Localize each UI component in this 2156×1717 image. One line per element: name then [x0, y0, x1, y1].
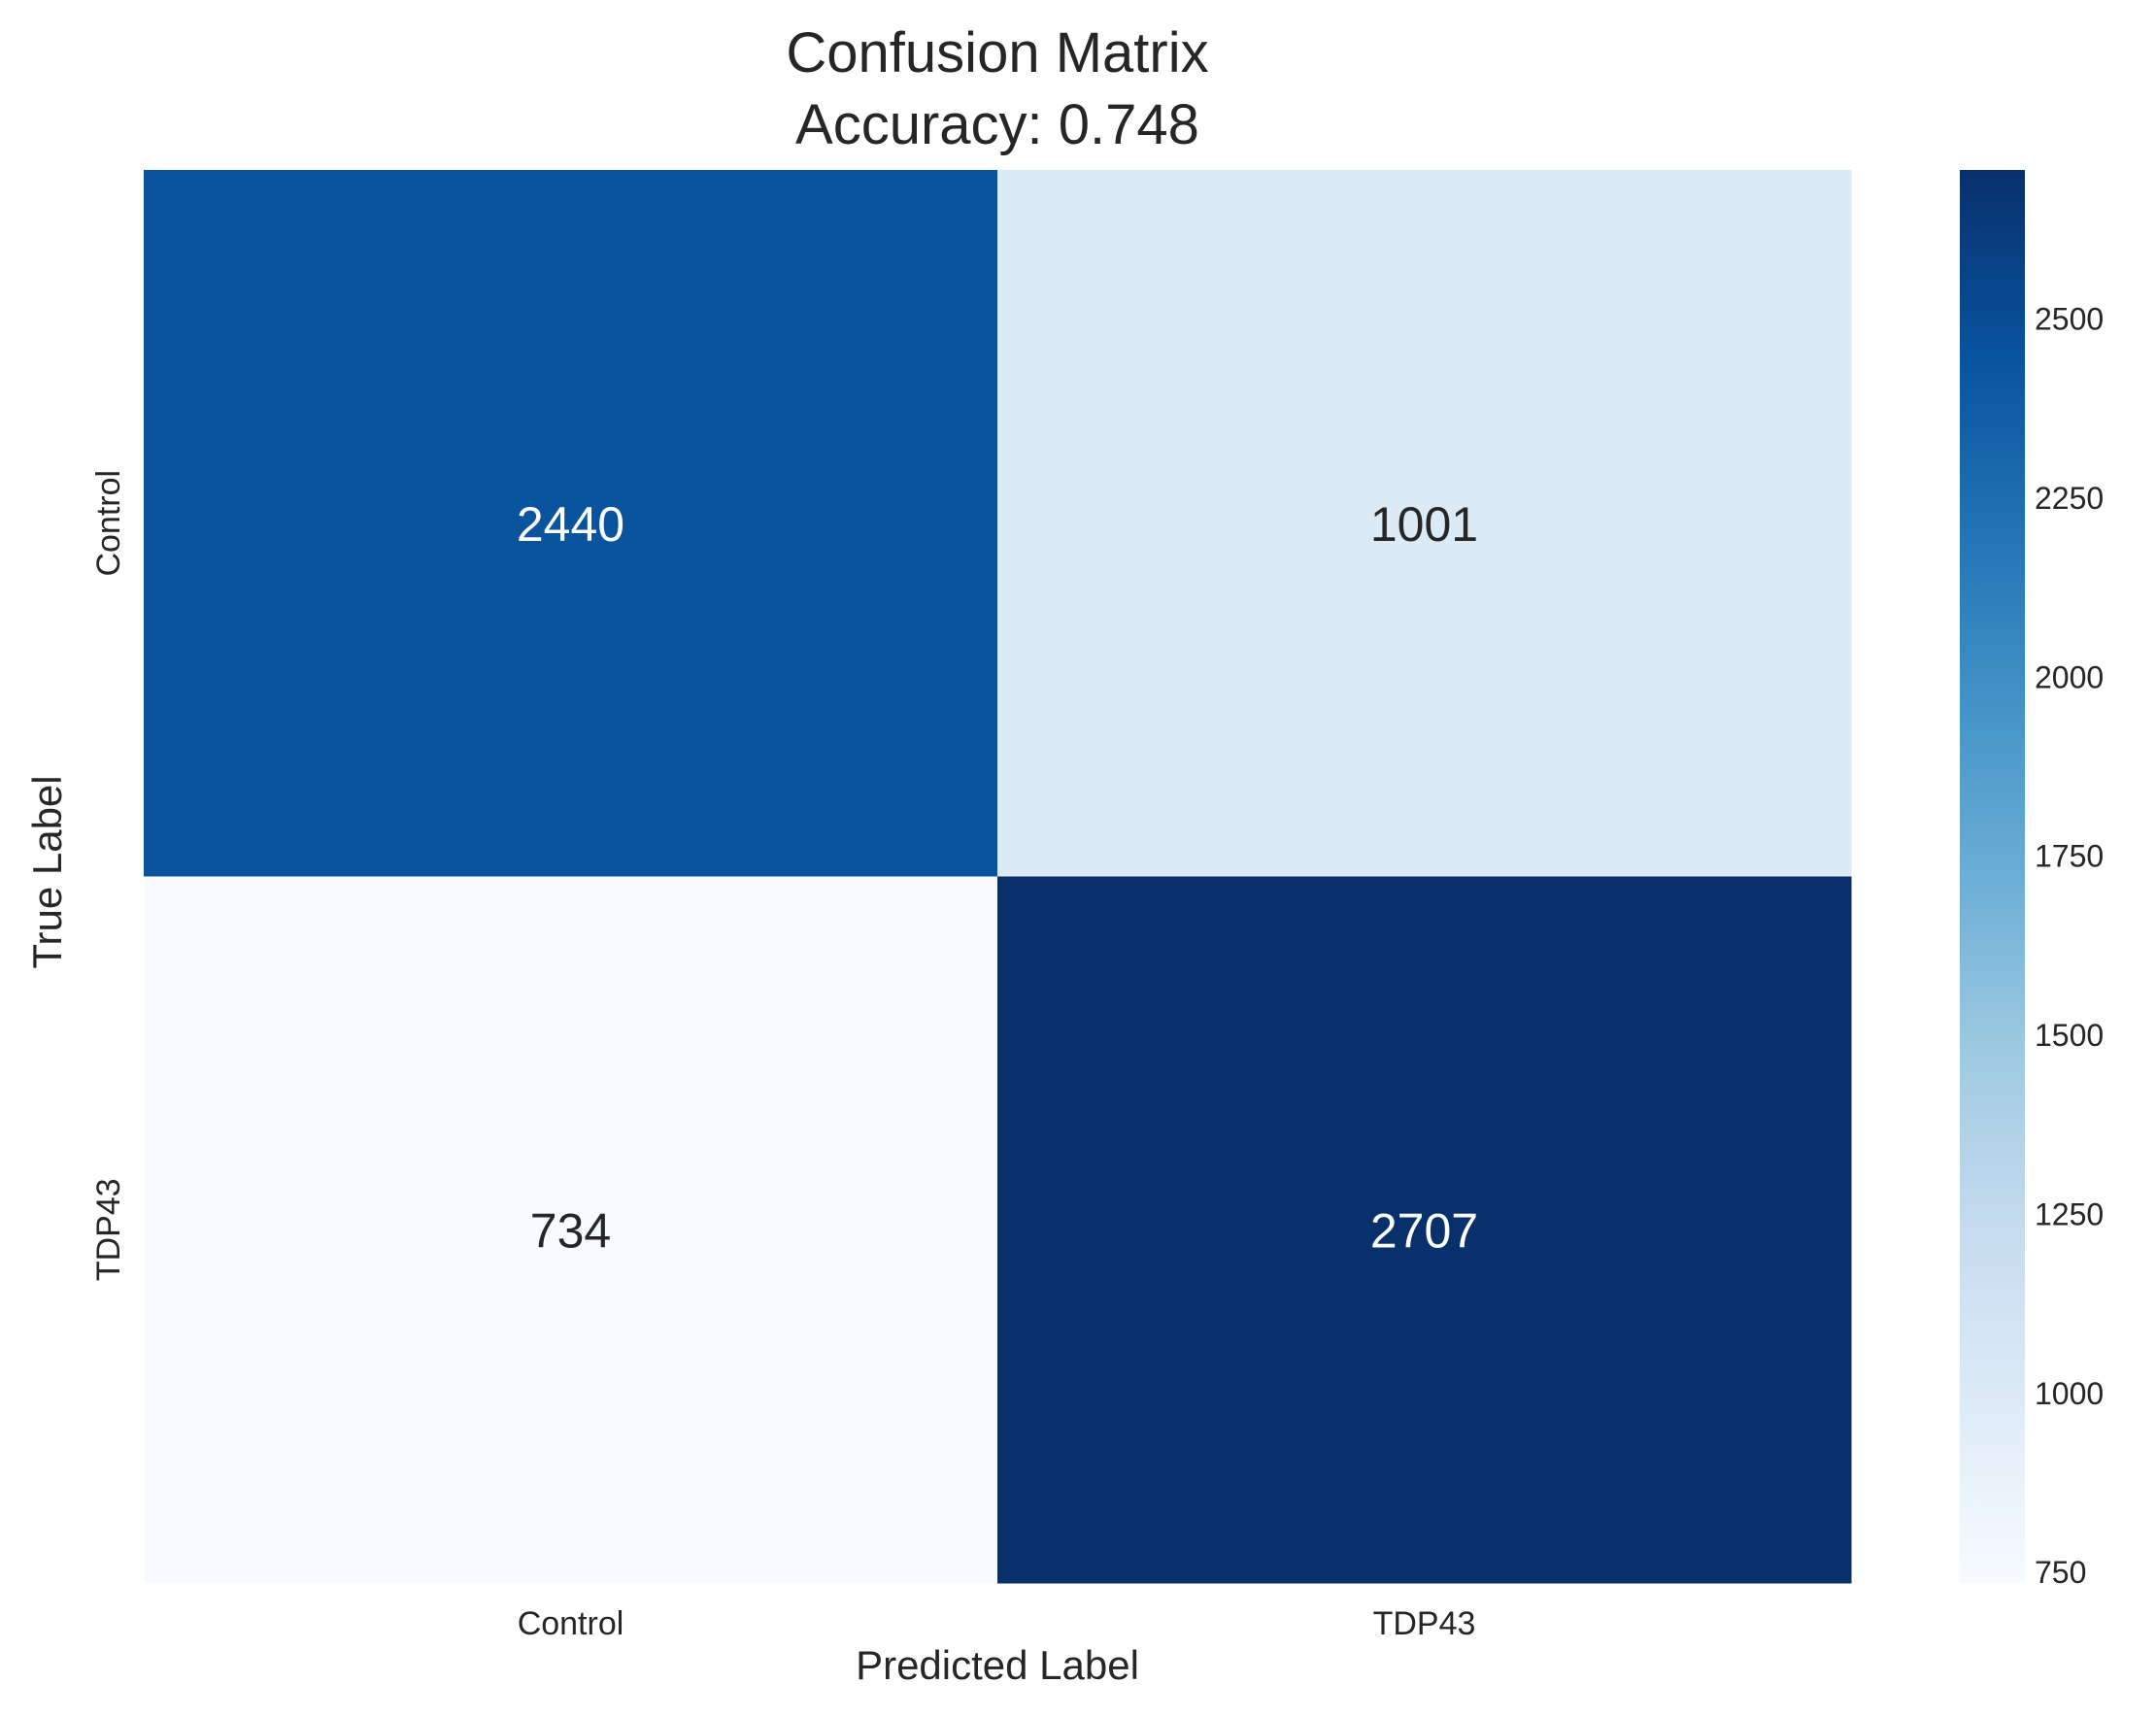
heatmap-cell: [997, 876, 1852, 1584]
heatmap-cell: [144, 876, 998, 1584]
colorbar: [1960, 170, 2025, 1583]
x-tick-label: Control: [518, 1605, 624, 1642]
cell-value-label: 734: [530, 1203, 611, 1258]
colorbar-ticks: 750 1000 1250 1500 1750 2000 2250 2500: [2035, 302, 2104, 1591]
heatmap-cell: [997, 170, 1852, 877]
chart-subtitle: Accuracy: 0.748: [795, 93, 1199, 156]
colorbar-tick-label: 2250: [2035, 481, 2104, 516]
y-tick-label: Control: [90, 470, 127, 577]
heatmap-cells: [144, 170, 1852, 1584]
y-axis-ticks: Control TDP43: [90, 470, 127, 1281]
cell-value-label: 2440: [517, 497, 624, 552]
y-tick-label: TDP43: [90, 1178, 127, 1281]
colorbar-tick-label: 750: [2035, 1555, 2086, 1590]
x-axis-label: Predicted Label: [856, 1642, 1139, 1688]
cell-value-label: 2707: [1370, 1203, 1478, 1258]
heatmap-annotations: 2440 1001 734 2707: [517, 497, 1478, 1259]
chart-title: Confusion Matrix: [786, 21, 1208, 84]
colorbar-tick-label: 1500: [2035, 1018, 2104, 1053]
y-axis-label: True Label: [24, 775, 70, 968]
x-axis-ticks: Control TDP43: [518, 1605, 1476, 1642]
x-tick-label: TDP43: [1373, 1605, 1476, 1642]
colorbar-tick-label: 1250: [2035, 1196, 2104, 1231]
colorbar-tick-label: 1750: [2035, 839, 2104, 874]
heatmap-cell: [144, 170, 998, 877]
colorbar-tick-label: 2500: [2035, 302, 2104, 337]
colorbar-tick-label: 2000: [2035, 659, 2104, 694]
colorbar-tick-label: 1000: [2035, 1376, 2104, 1411]
cell-value-label: 1001: [1370, 497, 1478, 552]
